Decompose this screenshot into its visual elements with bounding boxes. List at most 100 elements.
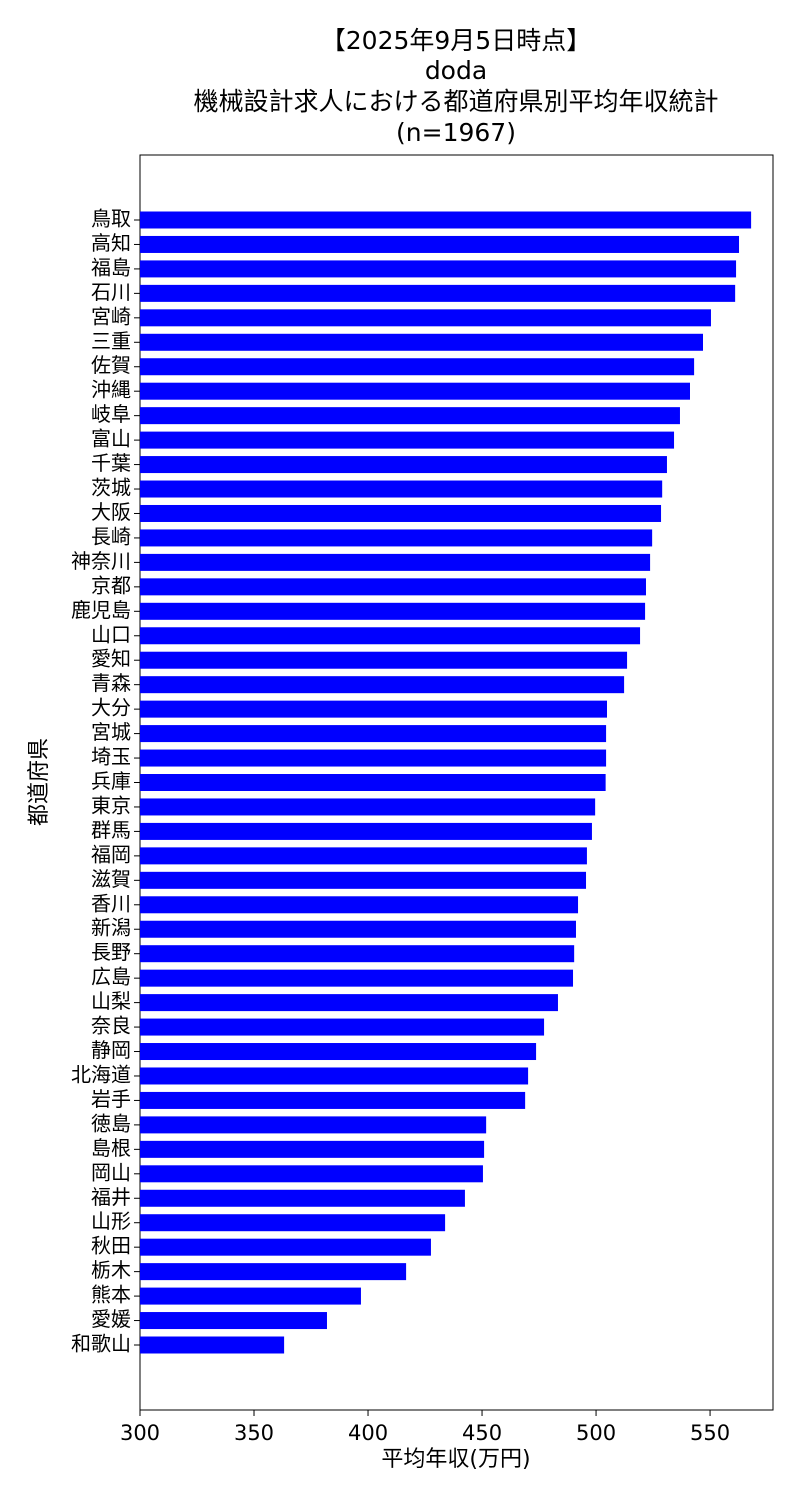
y-tick-label: 熊本 (91, 1283, 131, 1307)
bar (140, 969, 574, 987)
y-tick-label: 石川 (91, 280, 131, 304)
y-tick-label: 大分 (91, 696, 131, 720)
bar (140, 211, 752, 229)
bar (140, 382, 690, 400)
bar (140, 627, 641, 645)
y-tick-label: 宮城 (91, 720, 131, 744)
x-tick-label: 300 (120, 1421, 160, 1445)
y-tick-label: 栃木 (91, 1258, 131, 1282)
y-tick-label: 島根 (91, 1136, 131, 1160)
bar (140, 529, 653, 547)
y-tick-label: 和歌山 (71, 1332, 131, 1356)
y-tick-label: 長崎 (91, 524, 131, 548)
chart-title: (n=1967) (396, 118, 516, 147)
y-tick-label: 青森 (91, 671, 131, 695)
x-tick-label: 500 (576, 1421, 616, 1445)
bar (140, 1312, 327, 1330)
x-tick-label: 400 (348, 1421, 388, 1445)
bar (140, 749, 607, 767)
y-tick-label: 愛知 (91, 647, 131, 671)
bar (140, 1189, 465, 1207)
y-tick-label: 山形 (91, 1209, 131, 1233)
bar (140, 284, 736, 302)
y-tick-label: 大阪 (91, 500, 131, 524)
y-tick-label: 富山 (91, 427, 131, 451)
bar (140, 847, 587, 865)
bar (140, 725, 607, 743)
bar (140, 822, 592, 840)
y-tick-label: 千葉 (91, 451, 131, 475)
y-axis-label: 都道府県 (27, 738, 52, 826)
x-tick-label: 550 (690, 1421, 730, 1445)
bar (140, 480, 663, 498)
x-axis-label: 平均年収(万円) (381, 1447, 530, 1472)
y-tick-label: 香川 (91, 891, 131, 915)
bar (140, 578, 646, 596)
chart-title: 【2025年9月5日時点】 (321, 26, 591, 55)
bar (140, 1018, 545, 1036)
bar (140, 798, 596, 816)
bar (140, 1263, 407, 1281)
bar (140, 1214, 446, 1232)
bar (140, 651, 628, 669)
y-tick-label: 岐阜 (91, 402, 131, 426)
y-tick-label: 福井 (91, 1185, 131, 1209)
bar (140, 358, 695, 376)
y-tick-label: 福島 (91, 255, 131, 279)
y-tick-label: 秋田 (91, 1234, 131, 1258)
bar (140, 945, 575, 963)
bar (140, 700, 607, 718)
y-tick-label: 佐賀 (91, 353, 131, 377)
bar (140, 333, 703, 351)
y-tick-label: 山梨 (91, 989, 131, 1013)
bar (140, 1165, 483, 1183)
y-tick-label: 東京 (91, 793, 131, 817)
y-tick-label: 京都 (91, 573, 131, 597)
bar (140, 1043, 537, 1061)
x-tick-label: 350 (234, 1421, 274, 1445)
y-tick-label: 長野 (91, 940, 131, 964)
y-tick-label: 兵庫 (91, 769, 131, 793)
chart-title: doda (425, 56, 487, 85)
bar (140, 1238, 431, 1256)
y-tick-label: 鹿児島 (71, 598, 131, 622)
y-tick-label: 新潟 (91, 916, 131, 940)
y-tick-label: 奈良 (91, 1014, 131, 1038)
bar (140, 553, 651, 571)
y-tick-label: 宮崎 (91, 304, 131, 328)
y-tick-label: 茨城 (91, 476, 131, 500)
bar (140, 896, 579, 914)
y-tick-label: 徳島 (91, 1111, 131, 1135)
bar (140, 602, 646, 620)
y-tick-label: 滋賀 (91, 867, 131, 891)
y-tick-label: 静岡 (91, 1038, 131, 1062)
bar (140, 871, 587, 889)
bar (140, 309, 711, 327)
bar (140, 1091, 526, 1109)
y-tick-label: 沖縄 (91, 378, 131, 402)
bar (140, 676, 625, 694)
bar (140, 1116, 487, 1134)
bar (140, 235, 740, 253)
bar (140, 431, 675, 449)
bar (140, 1140, 485, 1158)
y-tick-label: 福岡 (91, 842, 131, 866)
y-tick-label: 山口 (91, 622, 131, 646)
bar (140, 994, 558, 1012)
y-tick-label: 北海道 (71, 1062, 131, 1086)
y-tick-label: 高知 (91, 231, 131, 255)
y-tick-label: 岩手 (91, 1087, 131, 1111)
bar (140, 407, 680, 425)
y-tick-label: 神奈川 (71, 549, 131, 573)
bar (140, 1336, 285, 1354)
bar (140, 260, 737, 278)
y-tick-label: 群馬 (91, 818, 131, 842)
y-tick-label: 鳥取 (91, 207, 131, 231)
chart-title: 機械設計求人における都道府県別平均年収統計 (193, 87, 718, 116)
y-tick-label: 岡山 (91, 1160, 131, 1184)
y-tick-label: 三重 (91, 329, 131, 353)
bar (140, 920, 576, 938)
bar (140, 456, 667, 474)
